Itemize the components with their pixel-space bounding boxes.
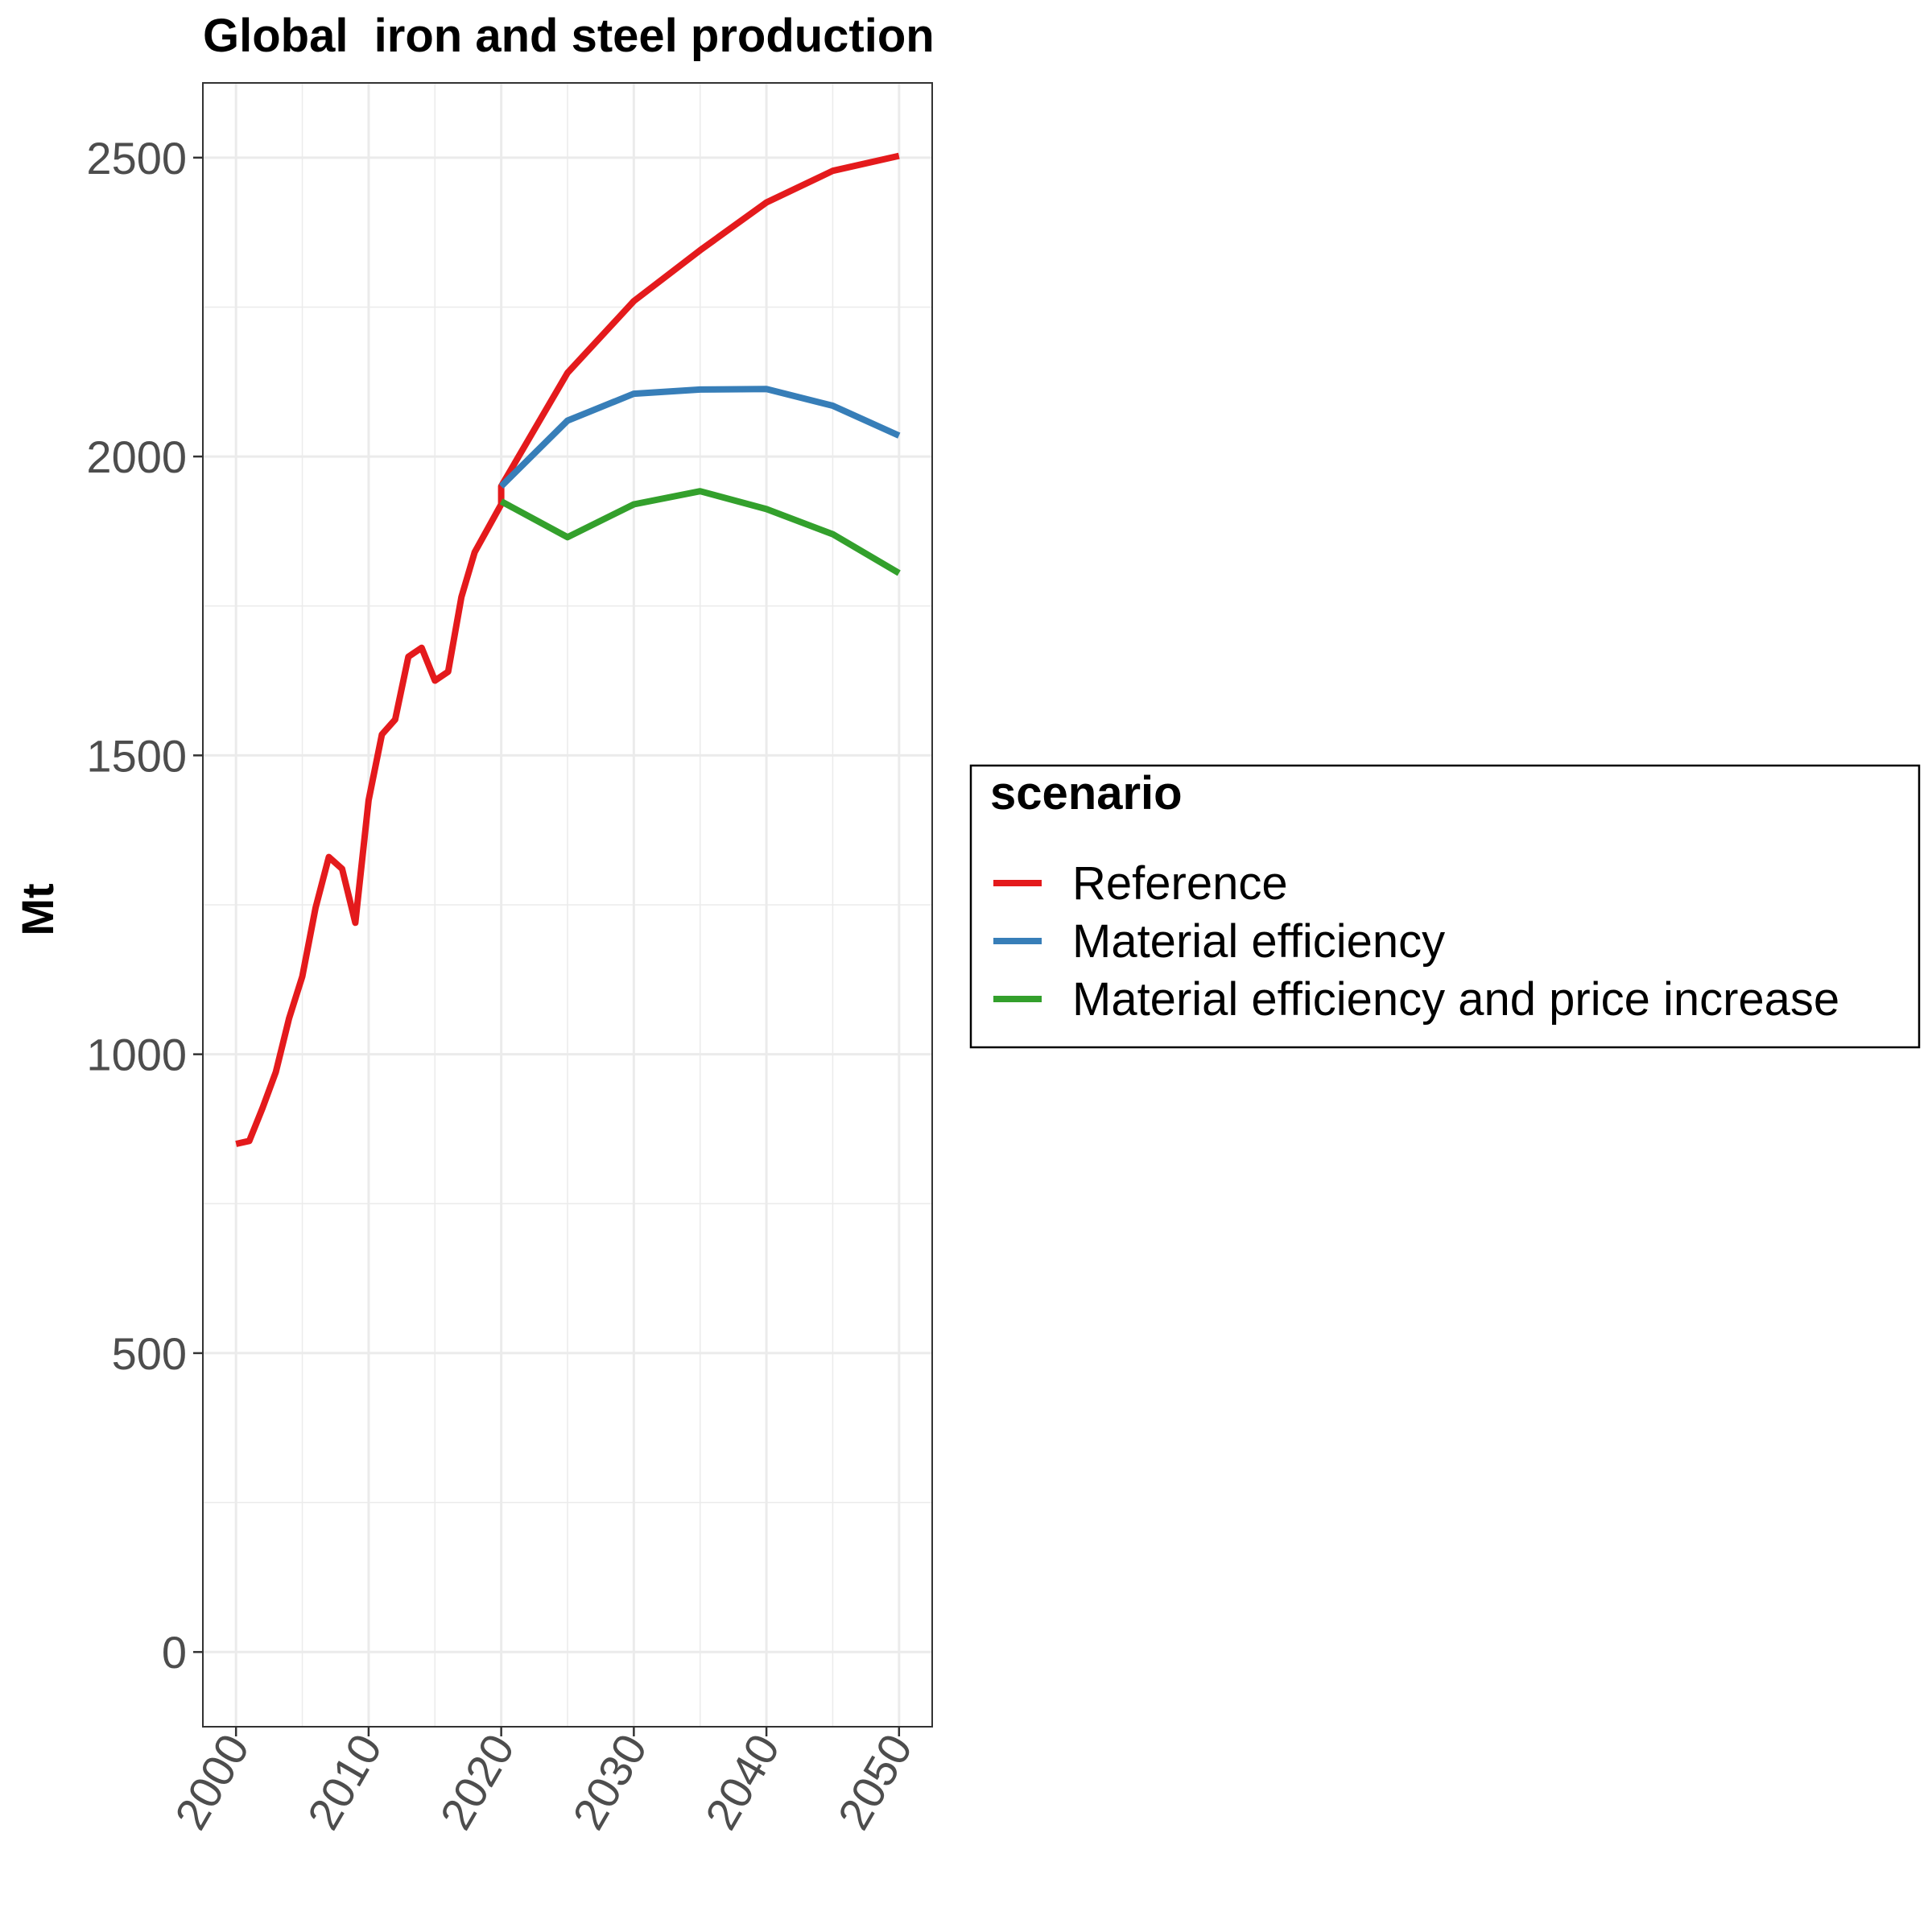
y-tick-label: 500 xyxy=(112,1328,187,1379)
series-line-material-efficiency-and-price-increase xyxy=(499,488,901,576)
grid-minor xyxy=(203,83,932,1727)
series-line-material-efficiency xyxy=(498,386,901,489)
plot-panel-border xyxy=(202,82,933,1728)
y-axis: 0 500 1000 1500 2000 2500 xyxy=(86,133,203,1678)
grid-major xyxy=(203,83,932,1727)
x-tick-label: 2000 xyxy=(165,1726,259,1838)
y-tick-label: 1500 xyxy=(86,730,187,781)
x-tick-label: 2030 xyxy=(563,1726,657,1838)
x-tick-label: 2040 xyxy=(696,1726,790,1838)
series-lines xyxy=(235,152,901,1147)
legend-label-material-efficiency: Material efficiency xyxy=(1072,915,1445,968)
y-tick-label: 2500 xyxy=(86,133,187,184)
y-tick-label: 1000 xyxy=(86,1030,187,1080)
legend-label-material-efficiency-and-price-increase: Material efficiency and price increase xyxy=(1072,973,1839,1026)
y-tick-label: 2000 xyxy=(86,431,187,482)
legend-box xyxy=(969,764,1921,1049)
y-tick-label: 0 xyxy=(162,1627,187,1678)
legend-label-reference: Reference xyxy=(1072,857,1288,910)
series-line-reference xyxy=(235,152,900,1147)
legend-title: scenario xyxy=(990,767,1183,819)
x-tick-label: 2050 xyxy=(828,1726,922,1838)
chart-title: Global iron and steel production xyxy=(203,10,935,62)
x-tick-label: 2020 xyxy=(430,1726,524,1838)
y-axis-label: Mt xyxy=(12,883,63,935)
x-axis: 2000 2010 2020 2030 2040 2050 xyxy=(165,1726,922,1838)
x-tick-label: 2010 xyxy=(297,1726,391,1838)
